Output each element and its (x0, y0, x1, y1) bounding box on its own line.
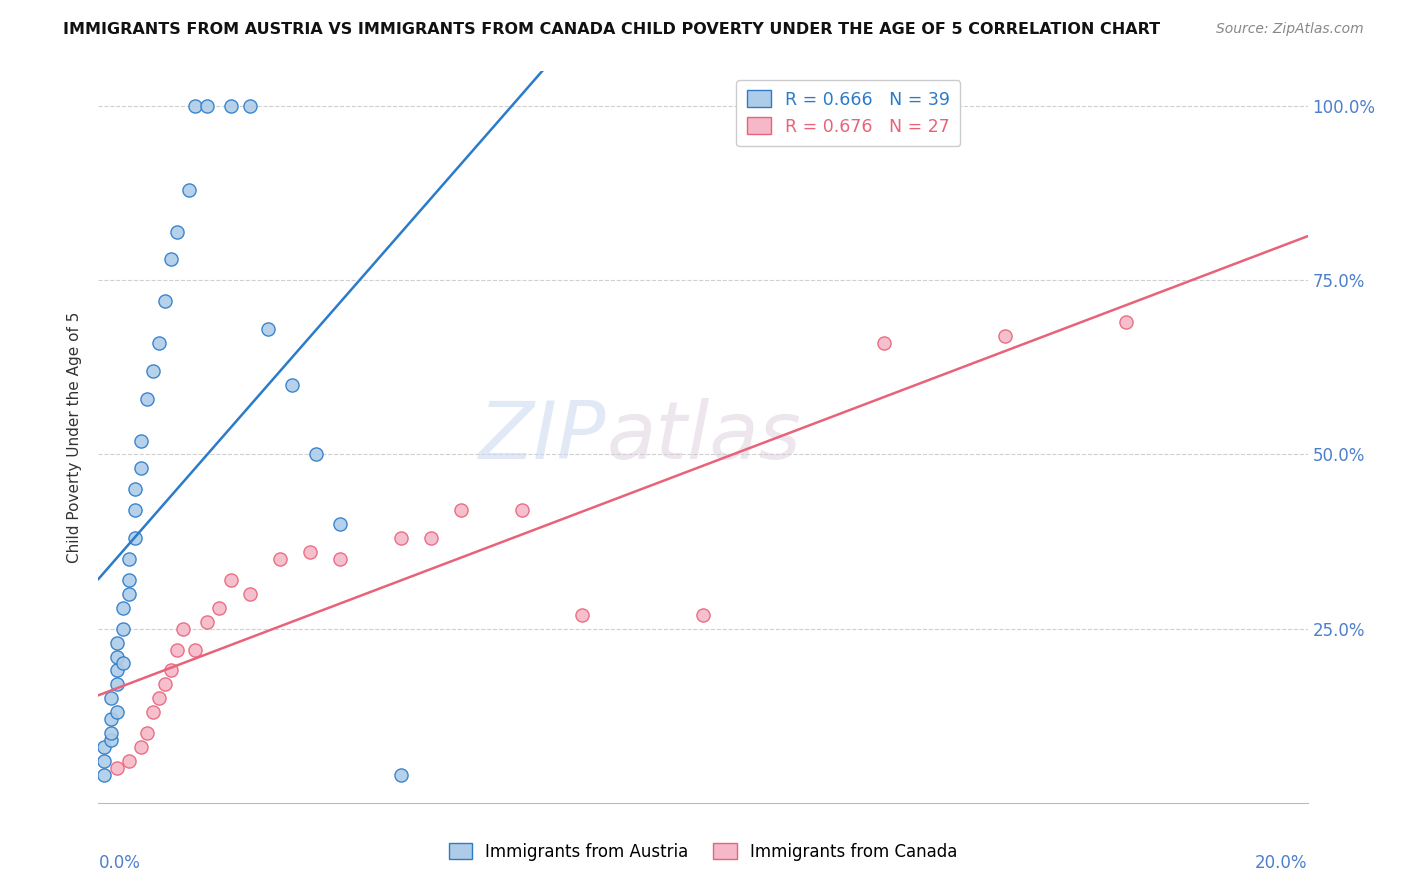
Point (160, 664, 183, 678)
Point (571, 607, 593, 622)
Point (93, 740, 115, 755)
Point (329, 552, 352, 566)
Point (118, 754, 141, 768)
Point (148, 336, 170, 351)
Point (129, 434, 152, 448)
Point (692, 607, 714, 622)
Text: 20.0%: 20.0% (1256, 854, 1308, 872)
Point (166, 642, 188, 657)
Point (105, 705, 128, 719)
Point (105, 635, 128, 649)
Text: 0.0%: 0.0% (98, 854, 141, 872)
Text: ZIP: ZIP (479, 398, 606, 476)
Point (299, 545, 322, 559)
Point (172, 622, 194, 636)
Text: Source: ZipAtlas.com: Source: ZipAtlas.com (1216, 22, 1364, 37)
Point (389, 768, 412, 782)
Point (118, 587, 141, 601)
Point (111, 622, 134, 636)
Point (93, 754, 115, 768)
Point (105, 649, 128, 664)
Point (305, 448, 328, 462)
Point (142, 705, 165, 719)
Point (100, 733, 122, 747)
Point (195, 99, 218, 113)
Point (221, 573, 243, 587)
Text: IMMIGRANTS FROM AUSTRIA VS IMMIGRANTS FROM CANADA CHILD POVERTY UNDER THE AGE OF: IMMIGRANTS FROM AUSTRIA VS IMMIGRANTS FR… (63, 22, 1160, 37)
Point (269, 552, 291, 566)
Point (239, 587, 262, 601)
Point (105, 677, 128, 691)
Point (135, 392, 157, 406)
Point (510, 503, 533, 517)
Point (142, 364, 165, 378)
Point (184, 642, 207, 657)
Point (124, 483, 146, 497)
Point (129, 740, 152, 755)
Y-axis label: Child Poverty Under the Age of 5: Child Poverty Under the Age of 5 (67, 311, 83, 563)
Legend: Immigrants from Austria, Immigrants from Canada: Immigrants from Austria, Immigrants from… (441, 837, 965, 868)
Point (118, 573, 141, 587)
Point (389, 531, 412, 545)
Point (281, 377, 304, 392)
Point (994, 329, 1017, 343)
Point (184, 99, 207, 113)
Point (124, 503, 146, 517)
Point (420, 531, 443, 545)
Point (256, 322, 278, 336)
Point (1115, 315, 1137, 329)
Point (124, 531, 146, 545)
Point (100, 712, 122, 726)
Point (100, 691, 122, 706)
Point (208, 600, 231, 615)
Point (329, 517, 352, 532)
Point (111, 657, 134, 671)
Point (153, 677, 176, 691)
Point (179, 183, 201, 197)
Point (100, 726, 122, 740)
Point (129, 461, 152, 475)
Point (153, 294, 176, 309)
Point (239, 99, 262, 113)
Point (118, 552, 141, 566)
Point (160, 252, 183, 267)
Point (166, 225, 188, 239)
Point (93, 768, 115, 782)
Point (195, 615, 218, 629)
Point (135, 726, 157, 740)
Point (450, 503, 472, 517)
Point (105, 664, 128, 678)
Point (873, 336, 896, 351)
Point (111, 600, 134, 615)
Text: atlas: atlas (606, 398, 801, 476)
Point (221, 99, 243, 113)
Point (105, 761, 128, 775)
Point (148, 691, 170, 706)
